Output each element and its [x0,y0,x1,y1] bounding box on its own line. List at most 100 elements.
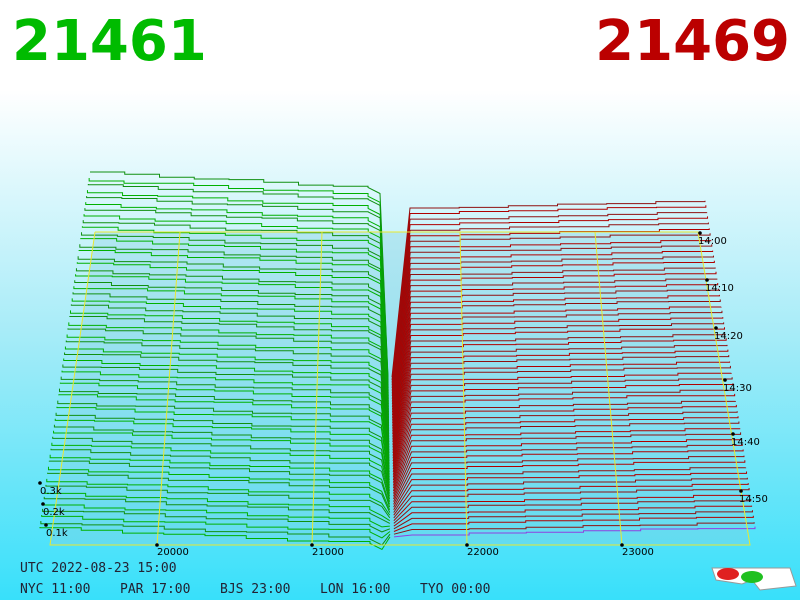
bid-depth-line [74,280,390,426]
price-tick-label: 20000 [157,547,189,558]
bid-depth-line [41,515,391,539]
glasses-green-lens [741,571,763,583]
bid-depth-line [61,370,390,467]
time-tick-dot [705,278,709,282]
ask-depth-line [392,432,742,492]
ask-depth-line [393,488,750,519]
bid-depth-line [71,298,390,435]
ask-depth-line [392,393,736,473]
ask-depth-line [391,216,709,386]
3d-glasses-icon [711,567,797,591]
time-tick-dot [698,231,702,235]
ask-depth-line [392,421,740,486]
bid-depth-line [48,460,391,508]
bid-depth-line [70,310,390,440]
bid-depth-line [88,178,389,380]
bid-depth-line [75,274,390,424]
ask-depth-line [392,361,731,456]
ask-depth-line [392,338,727,445]
price-tick-dot [620,543,624,547]
utc-time: UTC 2022-08-23 15:00 [20,561,177,576]
bid-depth-line [52,436,390,497]
bid-depth-line [43,496,391,524]
ask-depth-line [392,322,725,437]
ask-depth-line [391,212,708,383]
bid-depth-line [64,352,390,459]
bid-depth-line [90,171,389,378]
bid-depth-line [82,220,389,399]
ask-depth-line [393,483,749,516]
bid-depth-line [81,232,389,405]
depth-tick-dot [44,523,48,527]
depth-tick-label: 0.3k [40,486,62,497]
ask-depth-line [393,522,755,535]
ask-depth-line [392,310,723,432]
bid-depth-line [55,412,390,486]
ask-depth-line [393,443,743,497]
ask-depth-line [393,510,753,530]
depth-tick-dot [38,481,42,485]
bid-depth-line [57,400,390,481]
bid-depth-line [46,478,391,516]
zone-time: NYC 11:00 [20,582,90,597]
bid-depth-line [87,184,389,383]
bid-depth-line [62,364,390,464]
frame-outline [49,231,751,546]
ask-depth-line [393,477,748,513]
ask-depth-line [392,428,741,489]
ask-depth-line [392,365,731,459]
bid-depth-line [59,382,390,472]
ask-depth-line [393,449,744,500]
time-tick-label: 14:20 [714,331,743,342]
ask-depth-line [393,467,747,508]
bid-depth-line [47,472,391,513]
time-tick-label: 14:10 [705,283,734,294]
bid-depth-line [58,394,390,478]
bid-depth-line [56,406,390,483]
bid-depth-line [78,250,389,413]
ask-depth-line [391,205,707,380]
ask-depth-line [393,526,756,538]
price-tick-label: 21000 [312,547,344,558]
bid-depth-line [79,244,389,410]
ask-depth-line [393,494,751,522]
bid-depth-line [69,316,390,443]
bid-depth-line [80,238,389,407]
time-tick-dot [731,432,735,436]
ask-depth-line [392,389,735,470]
bid-depth-line [54,418,390,489]
bid-depth-line [58,388,390,475]
ask-depth-line [392,317,724,435]
zone-time: PAR 17:00 [120,582,190,597]
ask-depth-line [391,200,706,378]
bid-depth-line [50,448,391,502]
frame [49,231,751,546]
time-tick-label: 14:30 [723,383,752,394]
bid-depth-line [64,346,390,456]
bid-depth-line [76,262,390,418]
ask-depth-line [393,460,746,505]
ask-depth-line [392,411,738,481]
bid-depth-line [53,430,390,494]
ask-depth-line [392,404,737,478]
time-tick-dot [739,489,743,493]
frame-line [594,231,623,546]
time-tick-label: 14:50 [739,494,768,505]
time-tick-dot [714,326,718,330]
ask-depth-line [393,498,752,524]
bid-depth-line [65,340,390,454]
ask-depth-line [392,439,742,494]
bid-depth-line [45,484,391,519]
ask-depth-line [392,377,733,464]
time-tick-dot [723,378,727,382]
ask-depth-line [392,306,722,429]
zone-time: TYO 00:00 [420,582,490,597]
bid-depth-line [84,208,389,394]
ask-price: 21469 [595,9,790,74]
price-tick-label: 23000 [622,547,654,558]
bid-depth-line [66,334,390,451]
frame-line [311,231,323,546]
